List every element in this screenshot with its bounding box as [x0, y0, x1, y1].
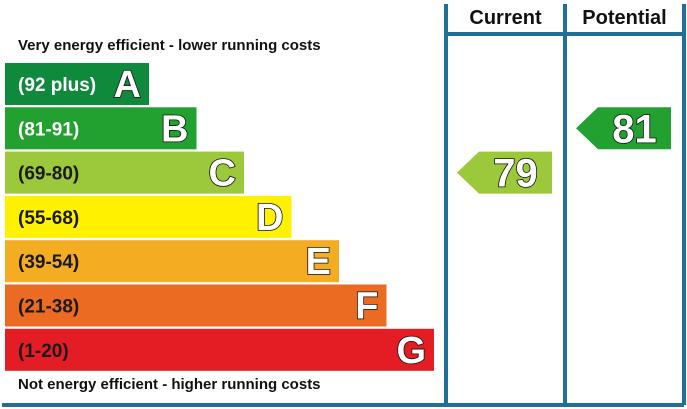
band-d: (55-68) D [5, 195, 292, 240]
band-range-c: (69-80) [18, 164, 79, 185]
band-bar-b [5, 107, 197, 150]
chart-frame [2, 4, 686, 407]
bottom-note: Not energy efficient - higher running co… [18, 376, 321, 393]
rating-arrows: 79 81 [457, 107, 671, 196]
band-e: (39-54) E [5, 240, 339, 284]
rating-bands: (92 plus) A(81-91) B(69-80) C(55-68) D(39-54… [5, 63, 434, 373]
band-range-b: (81-91) [18, 119, 79, 140]
band-c: (69-80) C [5, 151, 244, 195]
band-letter-e: E [306, 241, 331, 283]
band-letter-a: A [114, 64, 141, 106]
band-a: (92 plus) A [5, 63, 149, 107]
potential-rating-arrow: 81 [576, 107, 671, 152]
band-b: (81-91) B [5, 107, 197, 151]
band-bar-g [5, 328, 434, 371]
band-letter-d: D [256, 197, 283, 239]
column-header-potential: Potential [582, 7, 666, 29]
current-rating-value: 79 [493, 152, 538, 196]
potential-rating-value: 81 [612, 107, 657, 151]
band-letter-b: B [161, 108, 188, 150]
band-bar-c [5, 151, 244, 194]
band-bar-f [5, 284, 387, 327]
band-letter-c: C [209, 153, 236, 195]
band-range-g: (1-20) [18, 341, 69, 362]
band-range-f: (21-38) [18, 297, 79, 318]
band-g: (1-20) G [5, 328, 434, 373]
current-rating-arrow-shape [457, 151, 552, 194]
band-bar-a [5, 63, 149, 105]
band-bar-d [5, 195, 292, 238]
band-range-e: (39-54) [18, 252, 79, 273]
column-header-current: Current [469, 7, 542, 29]
band-f: (21-38) F [5, 284, 387, 328]
band-bar-e [5, 240, 339, 283]
potential-rating-arrow-shape [576, 107, 671, 150]
band-letter-f: F [355, 286, 378, 328]
current-rating-arrow: 79 [457, 151, 552, 196]
top-note: Very energy efficient - lower running co… [18, 37, 321, 54]
band-range-a: (92 plus) [18, 75, 96, 96]
band-range-d: (55-68) [18, 208, 79, 229]
band-letter-g: G [396, 330, 426, 372]
